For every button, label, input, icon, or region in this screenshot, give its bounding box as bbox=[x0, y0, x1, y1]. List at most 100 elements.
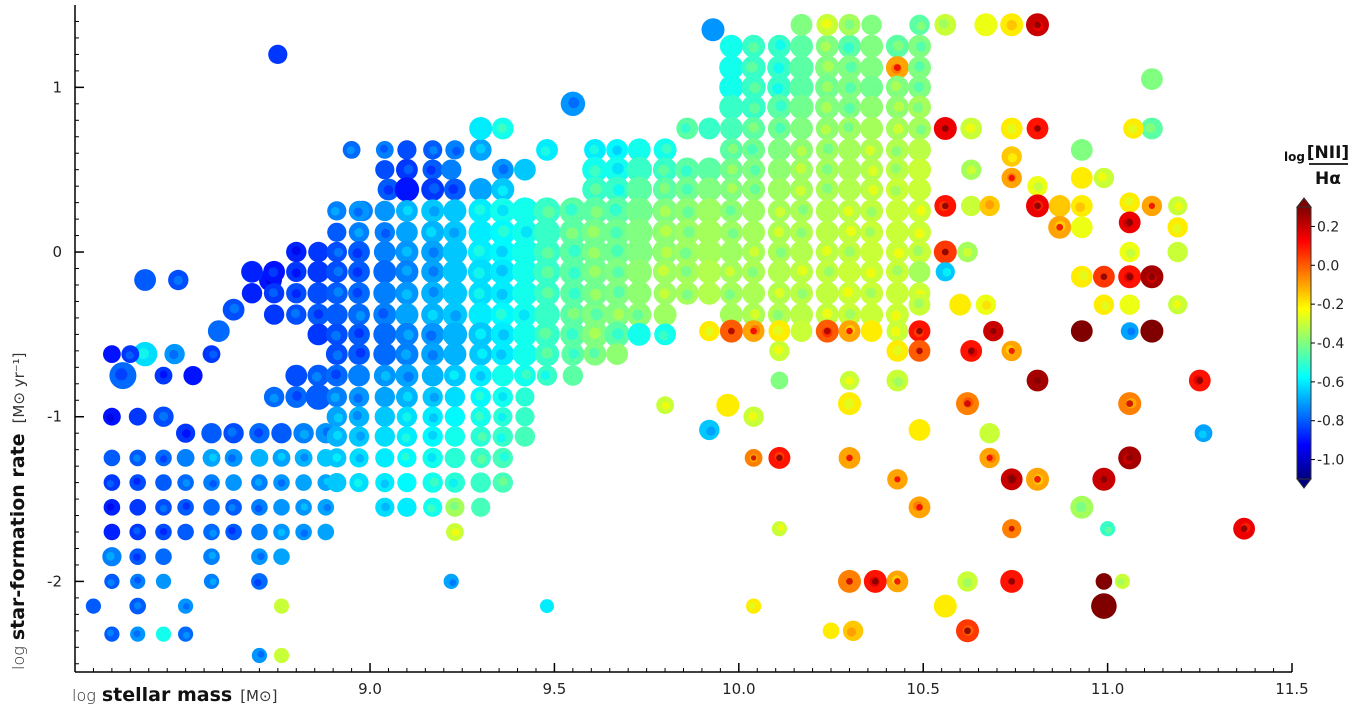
galaxy-map-point bbox=[979, 447, 1000, 469]
galaxy-map-point bbox=[627, 322, 651, 346]
galaxy-map-point bbox=[885, 138, 909, 162]
galaxy-map-point bbox=[1026, 369, 1049, 392]
galaxy-map-point bbox=[109, 362, 137, 390]
galaxy-map-point bbox=[908, 260, 931, 283]
galaxy-map-point bbox=[129, 474, 146, 491]
galaxy-map-point bbox=[467, 239, 494, 265]
galaxy-map-point bbox=[652, 157, 678, 182]
galaxy-map-point bbox=[443, 342, 467, 366]
galaxy-map-point bbox=[421, 322, 445, 346]
galaxy-map-point bbox=[719, 138, 743, 162]
galaxy-map-point bbox=[446, 523, 464, 541]
galaxy-map-point bbox=[815, 178, 839, 201]
y-tick-label: -2 bbox=[47, 572, 62, 590]
galaxy-map-point bbox=[908, 340, 931, 362]
galaxy-map-point bbox=[1048, 215, 1072, 239]
galaxy-map-point bbox=[767, 55, 792, 80]
galaxy-map-point bbox=[837, 75, 862, 100]
galaxy-map-point bbox=[908, 117, 931, 140]
galaxy-map-point bbox=[493, 407, 513, 427]
galaxy-map-point bbox=[490, 281, 515, 306]
galaxy-map-point bbox=[326, 406, 347, 427]
galaxy-map-point bbox=[742, 199, 766, 223]
galaxy-map-point bbox=[742, 240, 766, 264]
colorbar-gradient bbox=[1296, 206, 1312, 480]
galaxy-map-point bbox=[155, 449, 172, 467]
galaxy-map-point bbox=[652, 219, 678, 246]
x-tick-label: 9.5 bbox=[542, 680, 566, 698]
galaxy-map-point bbox=[1119, 294, 1140, 315]
galaxy-map-point bbox=[956, 619, 979, 643]
galaxy-map-point bbox=[860, 178, 884, 201]
galaxy-map-point bbox=[885, 260, 909, 284]
galaxy-map-point bbox=[444, 426, 466, 447]
galaxy-map-point bbox=[375, 160, 395, 180]
galaxy-map-point bbox=[155, 626, 172, 642]
galaxy-map-point bbox=[860, 117, 884, 140]
galaxy-map-point bbox=[560, 280, 586, 307]
galaxy-map-point bbox=[838, 34, 861, 58]
galaxy-map-point bbox=[719, 158, 743, 182]
galaxy-map-point bbox=[348, 426, 370, 447]
galaxy-map-point bbox=[885, 56, 909, 80]
galaxy-map-point bbox=[1000, 468, 1023, 491]
galaxy-map-point bbox=[559, 258, 587, 286]
galaxy-map-point bbox=[445, 140, 465, 160]
galaxy-map-point bbox=[512, 280, 538, 307]
galaxy-map-point bbox=[422, 386, 443, 408]
galaxy-map-point bbox=[317, 499, 335, 516]
galaxy-map-point bbox=[129, 449, 146, 467]
galaxy-map-point bbox=[863, 569, 887, 593]
galaxy-map-point bbox=[815, 319, 839, 343]
galaxy-map-point bbox=[1000, 569, 1024, 593]
galaxy-map-point bbox=[583, 342, 607, 366]
galaxy-map-point bbox=[582, 280, 608, 307]
galaxy-map-point bbox=[838, 240, 861, 264]
galaxy-map-point bbox=[697, 259, 722, 284]
galaxy-map-point bbox=[491, 158, 514, 181]
galaxy-map-point bbox=[626, 176, 652, 203]
galaxy-map-point bbox=[626, 156, 652, 183]
galaxy-map-point bbox=[676, 117, 699, 140]
galaxy-map-point bbox=[838, 178, 861, 201]
galaxy-map-point bbox=[719, 199, 743, 223]
galaxy-map-point bbox=[860, 95, 884, 119]
galaxy-map-point bbox=[815, 281, 839, 305]
data-points bbox=[85, 13, 1255, 664]
galaxy-map-point bbox=[515, 407, 535, 427]
colorbar-tick-label: -0.8 bbox=[1317, 414, 1344, 430]
galaxy-map-point bbox=[675, 157, 700, 182]
galaxy-map-point bbox=[168, 269, 189, 291]
galaxy-map-point bbox=[342, 141, 361, 159]
galaxy-map-point bbox=[348, 406, 370, 427]
galaxy-map-point bbox=[560, 321, 586, 348]
galaxy-map-point bbox=[177, 499, 194, 516]
galaxy-map-point bbox=[838, 260, 861, 284]
galaxy-map-point bbox=[397, 140, 417, 160]
y-axis-title-prefix: log bbox=[9, 646, 28, 670]
galaxy-map-point bbox=[979, 423, 1000, 444]
x-axis-title-prefix: log bbox=[72, 686, 96, 705]
galaxy-map-point bbox=[176, 423, 196, 443]
galaxy-map-point bbox=[249, 423, 270, 444]
galaxy-map-point bbox=[741, 94, 766, 120]
galaxy-map-point bbox=[423, 140, 443, 160]
galaxy-map-point bbox=[202, 449, 221, 467]
galaxy-map-point bbox=[395, 260, 419, 284]
galaxy-map-point bbox=[396, 406, 418, 427]
galaxy-map-point bbox=[974, 13, 998, 37]
galaxy-map-point bbox=[559, 197, 587, 225]
galaxy-map-point bbox=[177, 523, 194, 541]
galaxy-map-point bbox=[1118, 446, 1142, 470]
x-axis-title: log stellar mass [M⊙] bbox=[72, 684, 277, 706]
galaxy-map-point bbox=[396, 426, 418, 447]
galaxy-map-point bbox=[860, 75, 884, 99]
galaxy-map-point bbox=[860, 281, 884, 305]
galaxy-map-point bbox=[790, 320, 813, 342]
galaxy-map-point bbox=[767, 178, 791, 201]
galaxy-map-point bbox=[263, 283, 285, 304]
galaxy-map-point bbox=[373, 303, 397, 327]
galaxy-map-point bbox=[207, 320, 230, 342]
galaxy-map-point bbox=[815, 94, 840, 120]
galaxy-map-point bbox=[492, 426, 513, 447]
